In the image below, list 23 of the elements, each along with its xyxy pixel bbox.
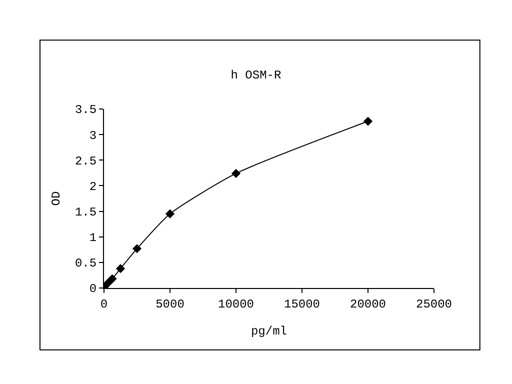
point [231, 168, 241, 178]
y-tick-label: 0.5 [74, 256, 97, 271]
x-tick-label: 25000 [416, 297, 452, 312]
y-tick-label: 2.5 [74, 154, 97, 168]
y-tick-label: 1 [89, 231, 97, 246]
x-tick-label: 10000 [218, 297, 254, 312]
point [363, 116, 373, 126]
x-tick-label: 0 [100, 297, 108, 312]
y-tick-label: 2 [89, 180, 97, 194]
y-tick-label: 0 [89, 282, 97, 296]
chart-title: h OSM-R [230, 68, 282, 82]
point [108, 274, 117, 284]
x-axis-title: pg/ml [250, 324, 288, 338]
y-tick-label: 1.5 [74, 205, 97, 220]
point [132, 244, 142, 254]
point [116, 264, 126, 274]
y-axis-title: OD [49, 191, 64, 206]
y-tick-label: 3 [89, 128, 97, 143]
x-tick-label: 5000 [156, 297, 184, 312]
y-tick-label: 3.5 [74, 103, 97, 118]
point [165, 209, 175, 218]
x-tick-label: 20000 [350, 297, 386, 312]
x-tick-label: 15000 [284, 297, 320, 312]
